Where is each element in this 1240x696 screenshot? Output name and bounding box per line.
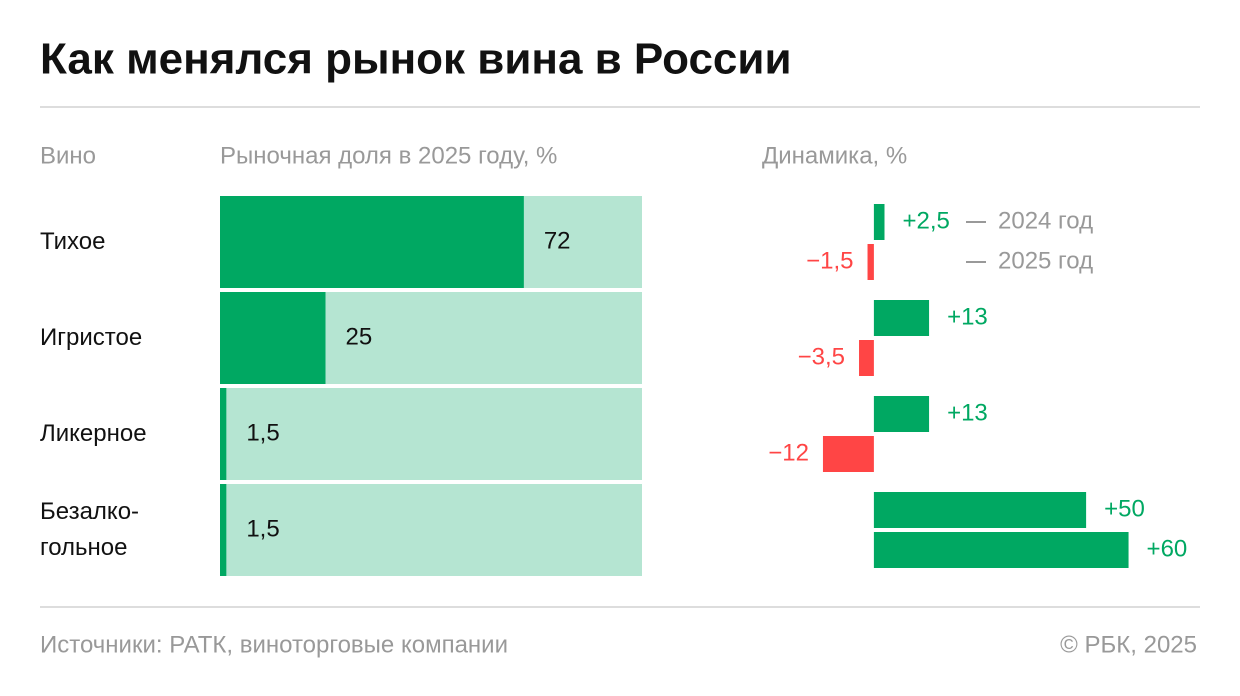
value-label: −12 <box>768 439 809 466</box>
source: Источники: РАТК, виноторговые компании <box>40 631 508 658</box>
title: Как менялся рынок вина в России <box>40 35 792 84</box>
value-label: 25 <box>346 323 373 350</box>
share-bar <box>220 388 227 480</box>
value-label: +50 <box>1104 495 1145 522</box>
column-header: Динамика, % <box>762 142 907 169</box>
legend-label: 2025 год <box>998 247 1093 274</box>
copyright: © РБК, 2025 <box>1060 631 1197 658</box>
share-background <box>220 388 642 480</box>
share-background <box>220 484 642 576</box>
change-bar <box>867 244 874 280</box>
category-header: Вино <box>40 142 96 169</box>
category-label: Безалко- гольное <box>40 498 140 561</box>
share-bar <box>220 292 326 384</box>
change-bar <box>873 492 1087 528</box>
value-label: 1,5 <box>246 515 279 542</box>
change-bar <box>859 340 874 376</box>
change-bar <box>873 300 930 336</box>
value-label: +2,5 <box>903 207 950 234</box>
value-label: 1,5 <box>246 419 279 446</box>
change-bar <box>822 436 874 472</box>
column-header: Рыночная доля в 2025 году, % <box>220 142 557 169</box>
value-label: +13 <box>947 303 988 330</box>
share-bar <box>220 484 227 576</box>
change-bar <box>873 204 885 240</box>
value-label: +60 <box>1147 535 1188 562</box>
value-label: −3,5 <box>798 343 845 370</box>
change-bar <box>873 532 1129 568</box>
value-label: −1,5 <box>806 247 853 274</box>
category-label: Тихое <box>40 228 106 255</box>
category-label: Ликерное <box>40 420 147 447</box>
share-bar <box>220 196 524 288</box>
value-label: +13 <box>947 399 988 426</box>
change-bar <box>873 396 930 432</box>
category-label: Игристое <box>40 324 143 351</box>
value-label: 72 <box>544 227 571 254</box>
legend-label: 2024 год <box>998 207 1093 234</box>
